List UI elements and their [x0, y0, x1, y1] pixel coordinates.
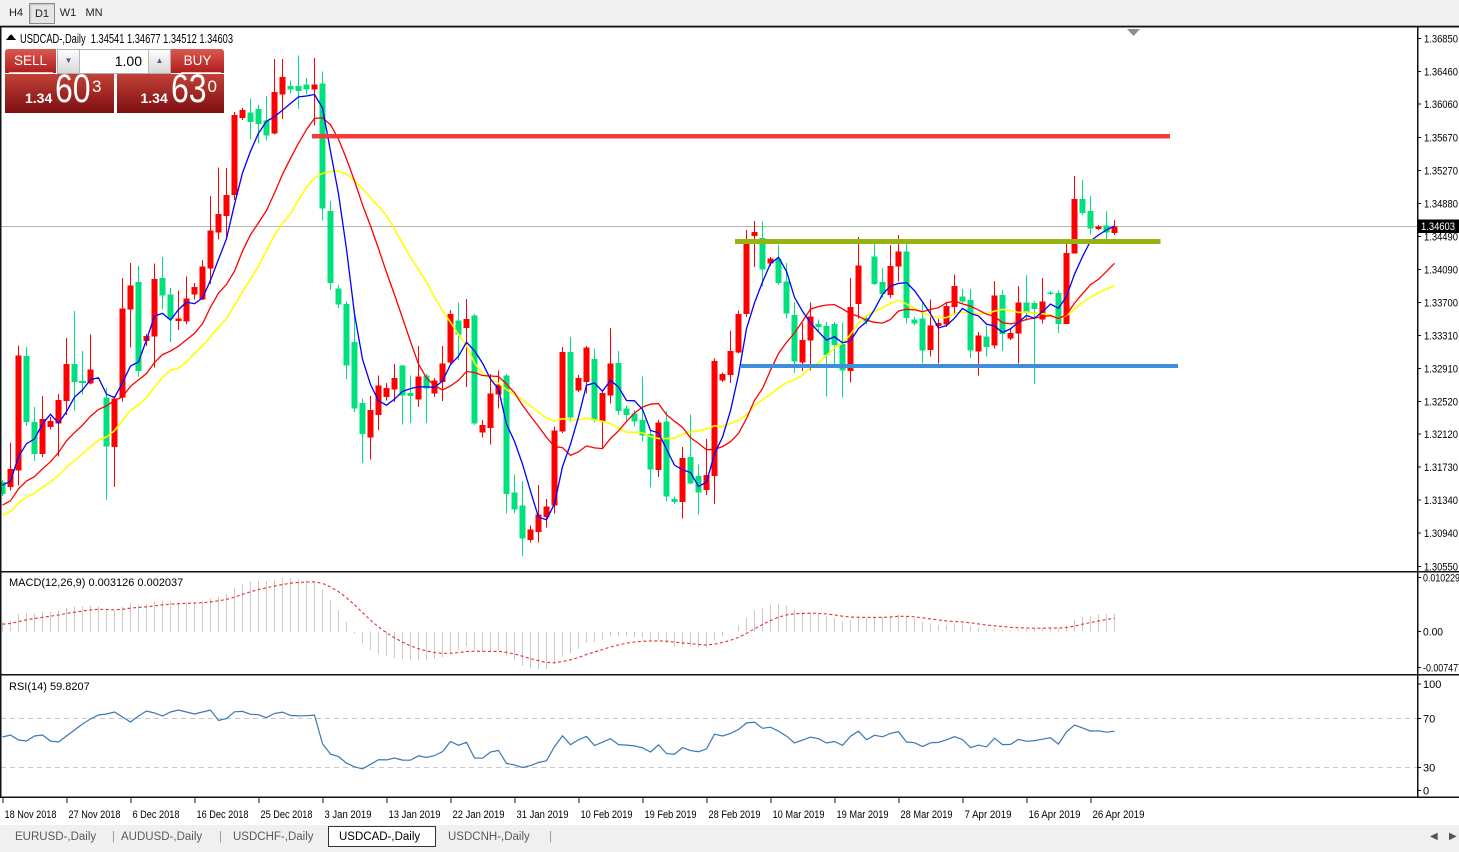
svg-text:31 Jan 2019: 31 Jan 2019 — [517, 809, 569, 821]
svg-text:1.33700: 1.33700 — [1424, 298, 1458, 310]
svg-text:10 Mar 2019: 10 Mar 2019 — [773, 809, 825, 821]
svg-text:1.31340: 1.31340 — [1424, 495, 1458, 507]
svg-text:7 Apr 2019: 7 Apr 2019 — [965, 809, 1012, 821]
svg-text:1.32120: 1.32120 — [1424, 429, 1458, 441]
svg-text:1.35270: 1.35270 — [1424, 165, 1458, 177]
svg-text:-0.007477: -0.007477 — [1423, 662, 1459, 674]
svg-text:10 Feb 2019: 10 Feb 2019 — [581, 809, 633, 821]
svg-text:1.30550: 1.30550 — [1424, 561, 1458, 573]
svg-text:1.36850: 1.36850 — [1424, 34, 1458, 46]
svg-text:100: 100 — [1423, 679, 1441, 691]
svg-text:1.35670: 1.35670 — [1424, 132, 1458, 144]
svg-text:1.36060: 1.36060 — [1424, 99, 1458, 111]
svg-text:30: 30 — [1423, 763, 1435, 775]
svg-text:1.33310: 1.33310 — [1424, 331, 1458, 343]
svg-text:1.34880: 1.34880 — [1424, 199, 1458, 211]
svg-text:0.010229: 0.010229 — [1423, 573, 1459, 585]
svg-text:0.00: 0.00 — [1423, 626, 1443, 638]
svg-text:22 Jan 2019: 22 Jan 2019 — [453, 809, 505, 821]
svg-text:1.31730: 1.31730 — [1424, 462, 1458, 474]
svg-text:25 Dec 2018: 25 Dec 2018 — [261, 809, 313, 821]
svg-text:26 Apr 2019: 26 Apr 2019 — [1093, 809, 1145, 821]
svg-text:16 Apr 2019: 16 Apr 2019 — [1029, 809, 1081, 821]
svg-text:USDCAD-,Daily 1.34541 1.34677: USDCAD-,Daily 1.34541 1.34677 1.34512 1.… — [20, 32, 233, 46]
svg-text:19 Feb 2019: 19 Feb 2019 — [645, 809, 697, 821]
svg-text:28 Feb 2019: 28 Feb 2019 — [709, 809, 761, 821]
svg-text:1.32910: 1.32910 — [1424, 363, 1458, 375]
svg-text:RSI(14) 59.8207: RSI(14) 59.8207 — [9, 681, 90, 693]
svg-text:1.36460: 1.36460 — [1424, 67, 1458, 79]
svg-text:28 Mar 2019: 28 Mar 2019 — [901, 809, 953, 821]
svg-text:18 Nov 2018: 18 Nov 2018 — [5, 809, 57, 821]
svg-text:1.34090: 1.34090 — [1424, 264, 1458, 276]
svg-text:0: 0 — [1423, 786, 1429, 798]
svg-text:1.30940: 1.30940 — [1424, 528, 1458, 540]
svg-text:1.32520: 1.32520 — [1424, 396, 1458, 408]
svg-text:16 Dec 2018: 16 Dec 2018 — [197, 809, 249, 821]
svg-text:6 Dec 2018: 6 Dec 2018 — [133, 809, 180, 821]
svg-text:3 Jan 2019: 3 Jan 2019 — [325, 809, 372, 821]
svg-text:19 Mar 2019: 19 Mar 2019 — [837, 809, 889, 821]
svg-text:MACD(12,26,9) 0.003126 0.00203: MACD(12,26,9) 0.003126 0.002037 — [9, 577, 183, 589]
svg-text:13 Jan 2019: 13 Jan 2019 — [389, 809, 441, 821]
svg-text:1.34603: 1.34603 — [1421, 221, 1455, 233]
svg-text:27 Nov 2018: 27 Nov 2018 — [69, 809, 121, 821]
svg-text:70: 70 — [1423, 714, 1435, 726]
svg-text:1.34490: 1.34490 — [1424, 232, 1458, 244]
